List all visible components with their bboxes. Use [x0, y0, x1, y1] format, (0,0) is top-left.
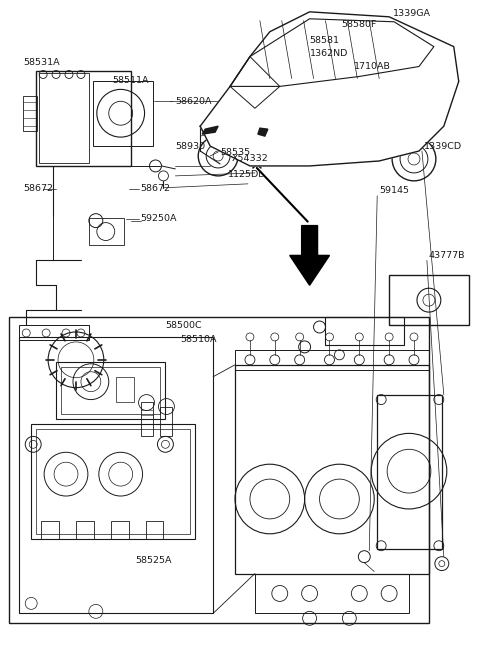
Bar — [141, 402, 153, 436]
Text: 1339GA: 1339GA — [393, 9, 431, 18]
Bar — [56, 362, 166, 419]
Bar — [93, 81, 153, 146]
Bar — [116, 377, 133, 402]
Bar — [31, 424, 195, 539]
Text: 1125DL: 1125DL — [228, 170, 264, 179]
Bar — [19, 337, 213, 613]
Bar — [295, 106, 354, 146]
Text: 58672: 58672 — [23, 184, 53, 193]
Polygon shape — [202, 126, 218, 134]
Bar — [255, 574, 409, 613]
Bar — [235, 350, 429, 370]
Bar — [41, 521, 59, 539]
Text: 1339CD: 1339CD — [424, 141, 462, 151]
Bar — [377, 394, 442, 549]
Bar — [145, 521, 164, 539]
Bar — [36, 430, 190, 534]
Bar — [160, 407, 172, 436]
Bar — [23, 96, 37, 131]
Text: 58620A: 58620A — [175, 97, 212, 106]
Polygon shape — [290, 225, 329, 285]
Text: 58500C: 58500C — [166, 320, 202, 329]
Text: 1710AB: 1710AB — [354, 62, 391, 71]
Text: 59145: 59145 — [379, 186, 409, 195]
Text: 59250A: 59250A — [141, 214, 177, 223]
Text: 58672: 58672 — [141, 184, 170, 193]
Bar — [36, 71, 131, 166]
Text: 58510A: 58510A — [180, 335, 217, 345]
Bar — [19, 325, 89, 340]
Polygon shape — [258, 128, 268, 136]
Bar — [324, 317, 404, 345]
Text: 43777B: 43777B — [429, 251, 466, 260]
Text: 58511A: 58511A — [113, 76, 149, 85]
Bar — [389, 275, 468, 325]
Text: 58581: 58581 — [310, 36, 339, 45]
Bar — [39, 73, 89, 163]
Text: 58930: 58930 — [175, 141, 205, 151]
Text: 58531A: 58531A — [23, 58, 60, 67]
Polygon shape — [200, 12, 459, 166]
Bar — [76, 521, 94, 539]
Text: 58525A: 58525A — [136, 556, 172, 565]
Text: 58535: 58535 — [220, 147, 250, 157]
Bar — [89, 217, 124, 246]
Bar — [9, 317, 429, 624]
Text: 58580F: 58580F — [341, 20, 377, 29]
Bar — [235, 365, 429, 574]
Text: X54332: X54332 — [232, 155, 269, 164]
Bar — [61, 367, 160, 415]
Bar — [111, 521, 129, 539]
Bar — [360, 108, 404, 146]
Text: 1362ND: 1362ND — [310, 49, 348, 58]
